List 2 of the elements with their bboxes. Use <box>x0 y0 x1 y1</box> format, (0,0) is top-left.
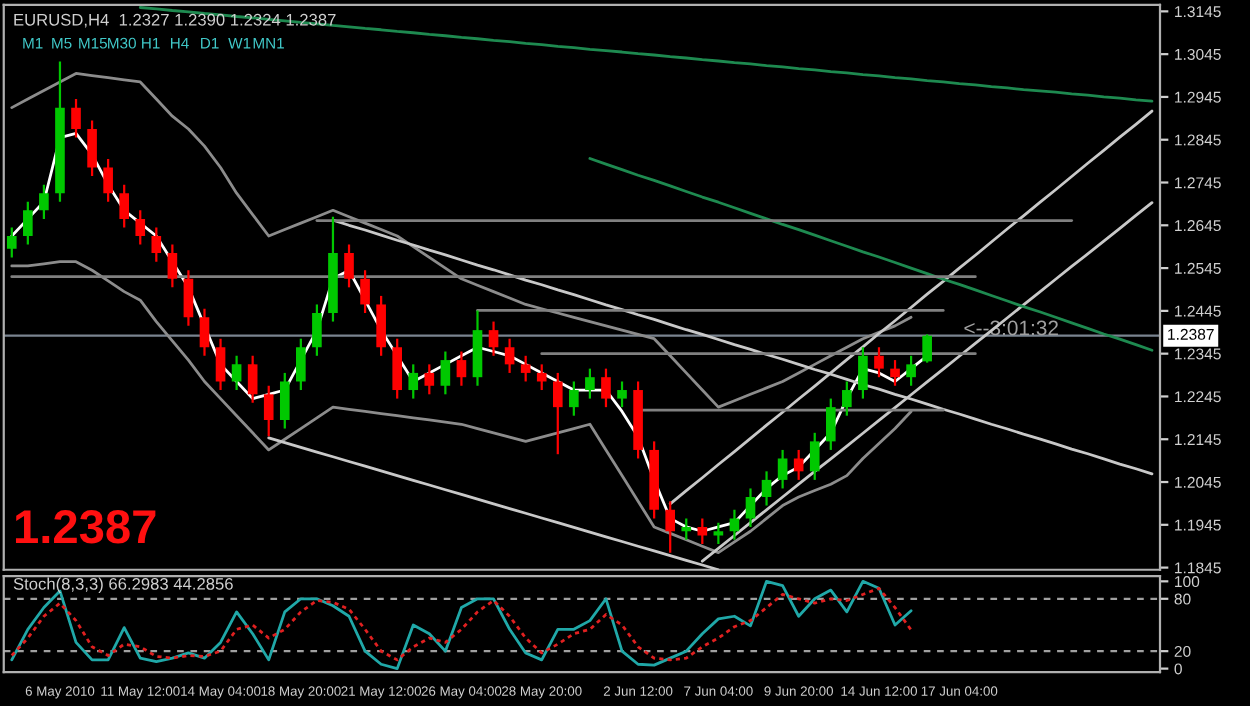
chart-title: Stoch(8,3,3) 66.2983 44.2856 <box>13 577 233 594</box>
annotation: 1.2387 <box>15 510 156 544</box>
